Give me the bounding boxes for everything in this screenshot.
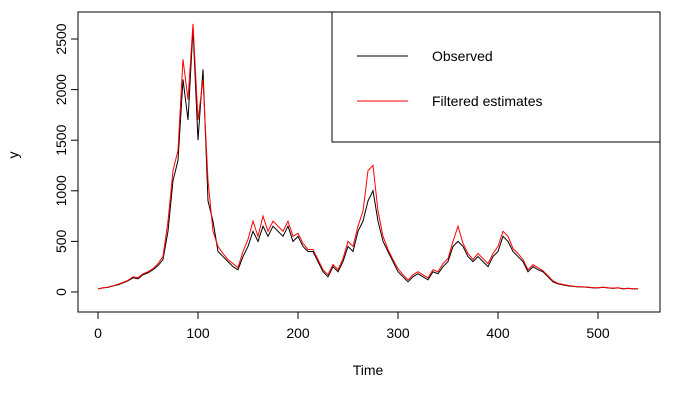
- y-tick-label: 500: [53, 229, 69, 253]
- x-tick-label: 400: [486, 325, 510, 341]
- y-tick-label: 0: [53, 288, 69, 296]
- x-tick-label: 200: [286, 325, 310, 341]
- x-tick-label: 0: [94, 325, 102, 341]
- y-tick-label: 2000: [53, 74, 69, 105]
- legend-label: Filtered estimates: [432, 93, 542, 109]
- y-tick-label: 2500: [53, 23, 69, 54]
- x-tick-label: 100: [186, 325, 210, 341]
- x-axis-label: Time: [353, 362, 384, 378]
- y-axis-label: y: [5, 152, 21, 159]
- legend-box: [331, 11, 661, 143]
- legend-label: Observed: [432, 48, 493, 64]
- x-tick-label: 300: [386, 325, 410, 341]
- x-tick-label: 500: [586, 325, 610, 341]
- y-tick-label: 1500: [53, 124, 69, 155]
- series-line: [97, 23, 638, 290]
- series-line: [97, 28, 638, 290]
- y-tick-label: 1000: [53, 175, 69, 206]
